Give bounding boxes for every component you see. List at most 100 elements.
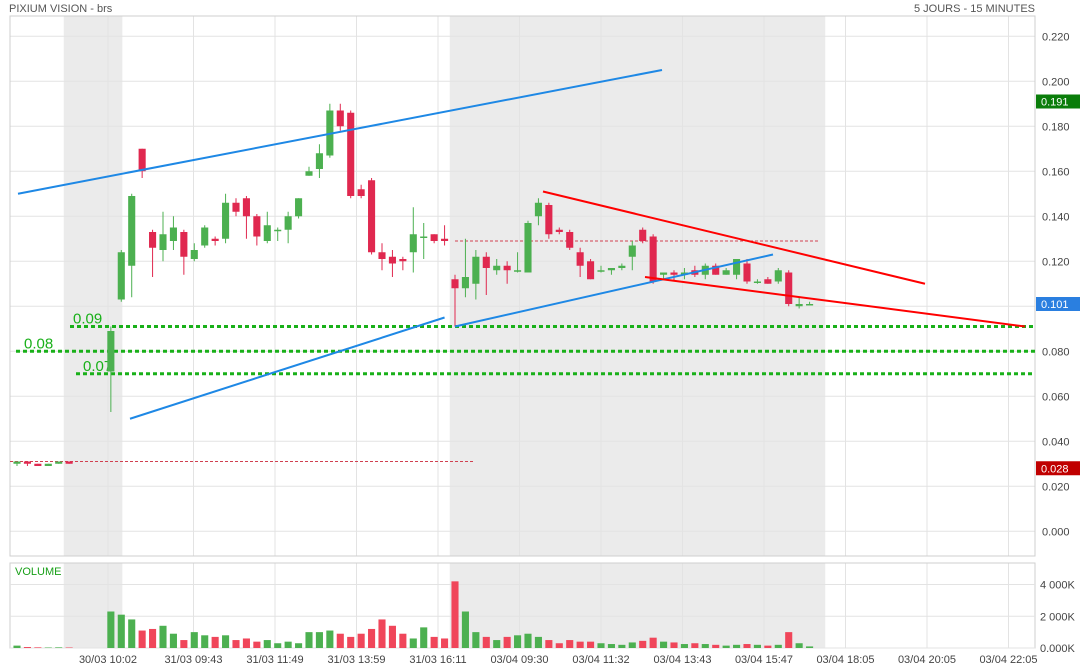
downtrend-line — [542, 190, 926, 285]
candle-body — [253, 216, 261, 237]
volume-bar — [315, 632, 323, 648]
candle-body — [785, 272, 793, 304]
x-tick-label: 03/04 13:43 — [653, 654, 711, 666]
volume-bar — [117, 614, 125, 648]
shaded-session-price — [63, 16, 123, 556]
candle-body — [733, 259, 741, 275]
volume-bar — [587, 641, 595, 648]
candle-body — [764, 279, 772, 284]
volume-bar — [649, 637, 657, 648]
y-tick-label: 0.020 — [1042, 481, 1070, 493]
volume-bar — [628, 642, 636, 648]
candle-body — [201, 227, 209, 246]
channel-trendline — [129, 316, 445, 420]
volume-bar — [242, 638, 250, 648]
y-tick-label: 0.040 — [1042, 436, 1070, 448]
volume-bar — [169, 633, 177, 648]
volume-bar — [23, 647, 31, 648]
channel-trendline — [17, 69, 663, 195]
candle-body — [618, 265, 626, 268]
volume-bar — [555, 643, 563, 648]
candle-body — [138, 148, 146, 172]
candle-body — [753, 281, 761, 283]
candle-body — [774, 270, 782, 282]
chart-period: 5 JOURS - 15 MINUTES — [913, 3, 1035, 15]
candle-body — [388, 256, 396, 264]
volume-bar — [128, 619, 136, 648]
x-tick-label: 03/04 20:05 — [898, 654, 956, 666]
volume-bar — [514, 635, 522, 648]
support-label: 0.08 — [24, 335, 53, 352]
candle-body — [555, 229, 563, 232]
volume-bar — [795, 643, 803, 648]
volume-bar — [534, 636, 542, 648]
volume-bar — [743, 644, 751, 648]
volume-bar — [472, 632, 480, 648]
candle-body — [315, 153, 323, 169]
volume-bar — [482, 636, 490, 648]
volume-bar — [670, 642, 678, 648]
volume-bar — [701, 644, 709, 648]
volume-bar — [159, 625, 167, 648]
candle-body — [472, 256, 480, 284]
volume-bar — [597, 643, 605, 648]
volume-bar — [274, 643, 282, 648]
candle-body — [347, 112, 355, 196]
y-tick-label: 0.220 — [1042, 31, 1070, 43]
volume-bar — [806, 646, 814, 648]
candle-body — [284, 216, 292, 230]
volume-bar — [722, 645, 730, 648]
volume-bar — [34, 647, 42, 648]
x-tick-label: 03/04 11:32 — [572, 654, 629, 666]
volume-bar — [295, 643, 303, 648]
price-badge — [1036, 461, 1080, 476]
price-badge-label: 0.028 — [1041, 463, 1069, 475]
x-tick-label: 03/04 18:05 — [816, 654, 874, 666]
candle-body — [534, 202, 542, 217]
candle-body — [430, 234, 438, 241]
volume-bar — [441, 638, 449, 648]
volume-bar — [493, 640, 501, 648]
price-badge — [1036, 94, 1080, 109]
y-tick-label: 0.200 — [1042, 76, 1070, 88]
volume-bar — [138, 630, 146, 648]
y-tick-label: 0.160 — [1042, 166, 1070, 178]
candle-body — [13, 461, 21, 464]
volume-bar — [201, 635, 209, 648]
volume-bar — [211, 636, 219, 648]
x-tick-label: 03/04 22:05 — [979, 654, 1037, 666]
x-tick-label: 30/03 10:02 — [79, 654, 137, 666]
price-badge — [1036, 297, 1080, 311]
x-tick-label: 03/04 15:47 — [735, 654, 793, 666]
volume-bar — [461, 611, 469, 648]
volume-tick-label: 0.000K — [1040, 643, 1076, 655]
y-tick-label: 0.060 — [1042, 391, 1070, 403]
candle-body — [357, 189, 365, 196]
volume-tick-label: 2 000K — [1040, 611, 1076, 623]
candle-body — [34, 463, 42, 466]
volume-bar — [607, 644, 615, 648]
candle-body — [55, 461, 63, 464]
candle-body — [597, 270, 605, 272]
candle-body — [482, 256, 490, 268]
downtrend-line — [644, 276, 1026, 328]
y-tick-label: 0.000 — [1042, 526, 1070, 538]
candle-body — [503, 265, 511, 271]
volume-bar — [107, 611, 115, 648]
channel-trendline — [454, 253, 774, 328]
chart-title: PIXIUM VISION - brs — [9, 3, 113, 15]
candle-body — [149, 232, 157, 248]
volume-bar — [13, 645, 21, 648]
volume-bar — [764, 645, 772, 648]
volume-bar — [639, 640, 647, 648]
volume-tick-label: 4 000K — [1040, 580, 1076, 592]
candle-body — [461, 277, 469, 289]
candle-body — [420, 236, 428, 238]
volume-bar — [399, 633, 407, 648]
candle-body — [795, 304, 803, 307]
candle-body — [441, 238, 449, 241]
volume-bar — [55, 647, 63, 648]
candle-body — [628, 245, 636, 257]
x-tick-label: 03/04 09:30 — [490, 654, 548, 666]
candle-body — [117, 252, 125, 300]
